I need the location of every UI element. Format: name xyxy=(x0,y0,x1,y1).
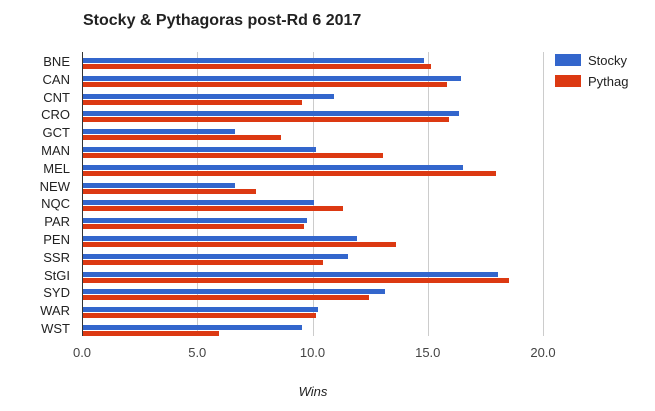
bar-stocky[interactable] xyxy=(83,289,385,295)
bar-group-nqc xyxy=(82,196,544,214)
plot-area xyxy=(82,52,544,336)
legend-item-pythag[interactable]: Pythag xyxy=(555,71,628,91)
category-label: WST xyxy=(41,321,70,336)
bar-group-war xyxy=(82,303,544,321)
bar-group-mel xyxy=(82,161,544,179)
x-tick-label: 10.0 xyxy=(299,345,326,360)
category-label: PAR xyxy=(44,214,70,230)
legend-label: Pythag xyxy=(588,73,629,89)
x-tick-label: 20.0 xyxy=(530,345,556,360)
category-label: MEL xyxy=(43,160,70,176)
category-label: MAN xyxy=(41,143,70,158)
bar-group-stgi xyxy=(82,268,544,286)
legend-swatch-stocky xyxy=(555,54,581,66)
bar-pythag[interactable] xyxy=(83,117,450,123)
bar-stocky[interactable] xyxy=(83,182,236,188)
x-tick-label: 5.0 xyxy=(188,345,207,360)
x-axis-label: Wins xyxy=(298,384,328,399)
bar-pythag[interactable] xyxy=(83,170,496,176)
bar-pythag[interactable] xyxy=(83,206,344,212)
bar-stocky[interactable] xyxy=(83,325,302,330)
gridline xyxy=(312,52,314,336)
bar-group-bne xyxy=(82,54,544,72)
category-label: PEN xyxy=(43,232,70,247)
bar-stocky[interactable] xyxy=(83,75,462,81)
bar-group-wst xyxy=(82,321,544,339)
bar-stocky[interactable] xyxy=(83,253,349,259)
bar-pythag[interactable] xyxy=(83,224,305,230)
category-label: StGI xyxy=(43,267,70,283)
bar-stocky[interactable] xyxy=(83,236,358,241)
legend: Stocky Pythag xyxy=(555,50,628,92)
gridline xyxy=(197,52,199,336)
bar-group-ssr xyxy=(82,250,544,268)
bar-pythag[interactable] xyxy=(83,64,432,69)
legend-item-stocky[interactable]: Stocky xyxy=(555,50,628,70)
category-label: WAR xyxy=(40,303,70,319)
bar-pythag[interactable] xyxy=(83,295,369,301)
category-label: GCT xyxy=(42,125,70,141)
category-label: SSR xyxy=(43,249,70,265)
category-label: CRO xyxy=(41,107,70,123)
bar-pythag[interactable] xyxy=(83,331,219,336)
bar-group-par xyxy=(82,214,544,232)
legend-label: Stocky xyxy=(588,52,628,68)
bar-pythag[interactable] xyxy=(83,153,383,158)
bar-pythag[interactable] xyxy=(83,81,448,87)
bar-stocky[interactable] xyxy=(83,147,316,152)
category-label: CAN xyxy=(42,71,70,87)
bar-stocky[interactable] xyxy=(83,307,319,313)
bar-stocky[interactable] xyxy=(83,271,498,277)
category-label: NQC xyxy=(41,196,70,212)
bar-pythag[interactable] xyxy=(83,313,316,319)
x-tick-label: 15.0 xyxy=(415,345,441,360)
bar-group-gct xyxy=(82,125,544,143)
bar-group-new xyxy=(82,179,544,197)
bar-pythag[interactable] xyxy=(83,277,510,283)
legend-swatch-pythag xyxy=(555,75,581,87)
x-tick-label: 0.0 xyxy=(72,345,92,360)
y-axis-line xyxy=(82,52,83,336)
bar-stocky[interactable] xyxy=(83,200,314,206)
bar-stocky[interactable] xyxy=(83,111,459,117)
bar-pythag[interactable] xyxy=(83,188,256,194)
bar-pythag[interactable] xyxy=(83,259,323,265)
bar-group-syd xyxy=(82,285,544,303)
bar-stocky[interactable] xyxy=(83,164,464,170)
category-label: CNT xyxy=(43,89,70,105)
bar-stocky[interactable] xyxy=(83,93,335,99)
bar-group-cnt xyxy=(82,90,544,108)
gridline xyxy=(543,52,544,336)
bar-group-man xyxy=(82,143,544,161)
bar-group-can xyxy=(82,72,544,90)
bar-pythag[interactable] xyxy=(83,99,302,105)
category-label: SYD xyxy=(43,285,70,301)
bar-group-pen xyxy=(82,232,544,250)
chart-title: Stocky & Pythagoras post-Rd 6 2017 xyxy=(83,12,362,29)
bar-stocky[interactable] xyxy=(83,218,307,224)
bar-stocky[interactable] xyxy=(83,58,425,63)
category-label: BNE xyxy=(43,54,70,69)
category-label: NEW xyxy=(39,178,70,194)
bar-pythag[interactable] xyxy=(83,242,397,247)
gridline xyxy=(427,52,429,336)
bar-pythag[interactable] xyxy=(83,135,282,141)
bar-stocky[interactable] xyxy=(83,129,236,135)
bar-group-cro xyxy=(82,107,544,125)
